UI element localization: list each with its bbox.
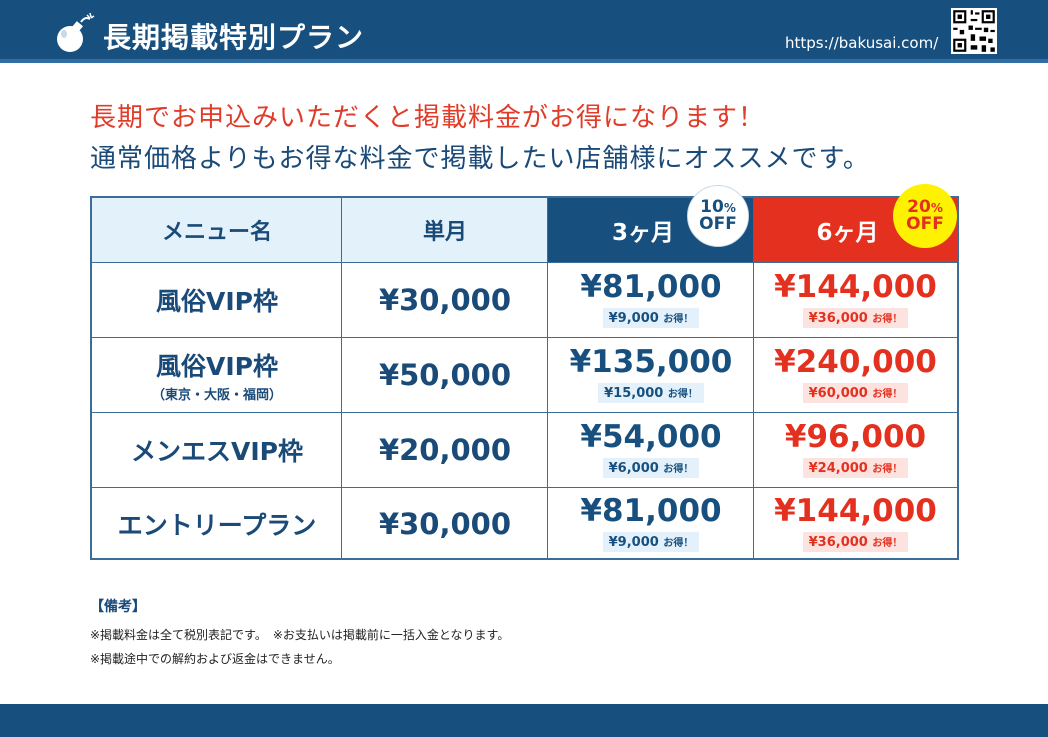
three-month-cell: ¥135,000 ¥15,000 お得！ — [548, 338, 754, 412]
bomb-icon — [57, 12, 95, 52]
header-single: 単月 — [342, 198, 548, 262]
six-month-cell: ¥144,000 ¥36,000 お得！ — [754, 488, 957, 560]
three-month-price: ¥54,000 — [580, 419, 722, 455]
remarks-title: 【備考】 — [90, 599, 146, 615]
row-divider — [92, 337, 957, 338]
remark-note-2: ※掲載途中での解約および返金はできません。 — [90, 652, 340, 666]
header-menu: メニュー名 — [92, 198, 342, 262]
footer-bar — [0, 704, 1048, 737]
three-month-saving: ¥6,000 お得！ — [602, 458, 700, 478]
six-month-cell: ¥240,000 ¥60,000 お得！ — [754, 338, 957, 412]
column-divider — [753, 198, 754, 560]
six-month-price: ¥144,000 — [774, 493, 937, 529]
three-month-cell: ¥54,000 ¥6,000 お得！ — [548, 413, 754, 487]
site-url[interactable]: https://bakusai.com/ — [785, 34, 939, 52]
qr-code-icon[interactable] — [951, 8, 997, 54]
three-month-saving: ¥9,000 お得！ — [602, 532, 700, 552]
row-divider — [92, 262, 957, 263]
three-month-saving: ¥15,000 お得！ — [598, 383, 704, 403]
table-row: 風俗VIP枠 （東京・大阪・福岡） — [92, 338, 342, 412]
six-month-saving: ¥24,000 お得！ — [802, 458, 909, 478]
lead-line-2: 通常価格よりもお得な料金で掲載したい店舗様にオススメです。 — [90, 144, 870, 174]
header-bar — [0, 0, 1048, 59]
menu-name: 風俗VIP枠 — [156, 352, 278, 381]
table-row: 風俗VIP枠 — [92, 263, 342, 337]
six-month-price: ¥144,000 — [774, 269, 937, 305]
single-price-cell: ¥50,000 — [342, 338, 548, 412]
single-price: ¥30,000 — [378, 283, 512, 317]
column-divider — [341, 198, 342, 560]
three-month-price: ¥135,000 — [569, 344, 733, 380]
single-price-cell: ¥30,000 — [342, 263, 548, 337]
row-divider — [92, 412, 957, 413]
six-month-cell: ¥144,000 ¥36,000 お得！ — [754, 263, 957, 337]
menu-name: エントリープラン — [117, 511, 317, 540]
lead-line-1: 長期でお申込みいただくと掲載料金がお得になります！ — [90, 103, 766, 133]
discount-badge-20: 20% OFF — [893, 184, 957, 248]
three-month-price: ¥81,000 — [580, 269, 722, 305]
single-price-cell: ¥30,000 — [342, 488, 548, 560]
six-month-saving: ¥60,000 お得！ — [802, 383, 909, 403]
page-title: 長期掲載特別プラン — [103, 21, 365, 54]
table-row: メンエスVIP枠 — [92, 413, 342, 487]
six-month-saving: ¥36,000 お得！ — [802, 308, 909, 328]
menu-name: メンエスVIP枠 — [131, 437, 303, 466]
single-price: ¥50,000 — [378, 358, 512, 392]
three-month-price: ¥81,000 — [580, 493, 722, 529]
table-row: エントリープラン — [92, 488, 342, 560]
three-month-saving: ¥9,000 お得！ — [602, 308, 700, 328]
header-divider — [0, 59, 1048, 63]
price-table: メニュー名 単月 3ヶ月 6ヶ月 風俗VIP枠 ¥30,000 ¥81,000 … — [90, 196, 959, 560]
six-month-price: ¥96,000 — [784, 419, 927, 455]
single-price: ¥30,000 — [378, 507, 512, 541]
three-month-cell: ¥81,000 ¥9,000 お得！ — [548, 263, 754, 337]
six-month-saving: ¥36,000 お得！ — [802, 532, 909, 552]
column-divider — [547, 198, 548, 560]
six-month-cell: ¥96,000 ¥24,000 お得！ — [754, 413, 957, 487]
six-month-price: ¥240,000 — [774, 344, 937, 380]
row-divider — [92, 487, 957, 488]
menu-name: 風俗VIP枠 — [156, 287, 278, 316]
single-price: ¥20,000 — [378, 433, 512, 467]
menu-sub: （東京・大阪・福岡） — [151, 388, 282, 403]
remark-note-1: ※掲載料金は全て税別表記です。 ※お支払いは掲載前に一括入金となります。 — [90, 628, 510, 642]
three-month-cell: ¥81,000 ¥9,000 お得！ — [548, 488, 754, 560]
discount-badge-10: 10% OFF — [687, 185, 749, 247]
single-price-cell: ¥20,000 — [342, 413, 548, 487]
